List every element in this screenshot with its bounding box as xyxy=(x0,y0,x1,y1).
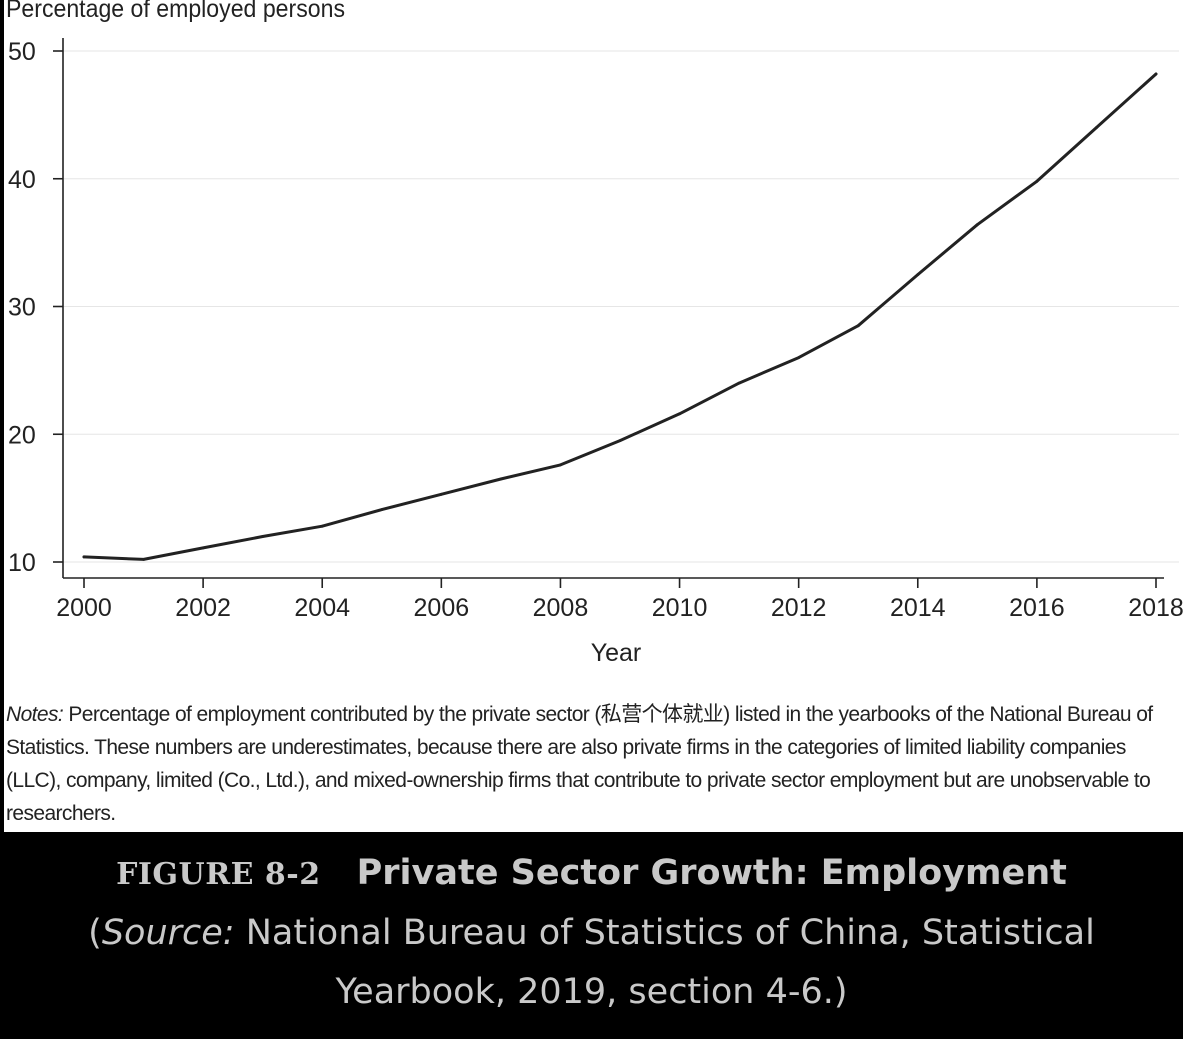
data-point xyxy=(737,381,741,385)
chart-notes: Notes: Percentage of employment contribu… xyxy=(6,698,1176,830)
data-point xyxy=(439,492,443,496)
data-point xyxy=(678,412,681,416)
gridlines xyxy=(63,50,1179,563)
data-point xyxy=(856,324,860,328)
y-tick-label: 50 xyxy=(8,38,36,66)
axes xyxy=(62,38,1164,579)
x-tick-label: 2018 xyxy=(1128,594,1183,622)
x-tick-label: 2006 xyxy=(414,594,470,622)
notes-label: Notes: xyxy=(6,703,64,726)
source-text-2: Yearbook, 2019, section 4-6.) xyxy=(335,972,848,1012)
data-point xyxy=(916,273,920,276)
data-point xyxy=(499,477,503,481)
data-point xyxy=(618,439,622,442)
series-line xyxy=(82,72,1158,561)
caption-title-line: FIGURE 8-2 Private Sector Growth: Employm… xyxy=(0,844,1183,904)
data-point xyxy=(1095,126,1098,129)
y-tick-label: 20 xyxy=(8,421,36,449)
data-point xyxy=(380,508,384,511)
data-point xyxy=(1035,179,1039,183)
x-ticks: 2000 2002 2004 2006 2008 2010 2012 2014 2016 2018 xyxy=(56,578,1183,622)
figure-label: FIGURE 8-2 xyxy=(116,857,321,892)
data-point xyxy=(1154,72,1158,76)
x-tick-label: 2002 xyxy=(175,594,231,622)
y-tick-label: 30 xyxy=(8,294,36,322)
data-point xyxy=(320,524,324,528)
y-axis-title: Percentage of employed persons xyxy=(6,0,345,23)
y-ticks: 10 20 30 40 50 xyxy=(8,38,63,577)
x-tick-label: 2016 xyxy=(1009,594,1065,622)
source-text: National Bureau of Statistics of China, … xyxy=(234,913,1095,953)
data-point xyxy=(82,555,86,559)
notes-text: Percentage of employment contributed by … xyxy=(6,703,1153,825)
data-point xyxy=(201,546,205,550)
data-point xyxy=(975,223,979,227)
data-point xyxy=(261,535,265,538)
y-tick-label: 10 xyxy=(8,549,36,577)
data-point xyxy=(559,463,562,467)
x-tick-label: 2000 xyxy=(56,594,112,622)
caption-source-line: (Source: National Bureau of Statistics o… xyxy=(0,904,1183,963)
x-tick-label: 2012 xyxy=(771,594,827,622)
source-label: Source: xyxy=(101,913,235,953)
source-open-paren: ( xyxy=(88,913,102,953)
x-axis-title: Year xyxy=(591,639,642,667)
figure-caption: FIGURE 8-2 Private Sector Growth: Employm… xyxy=(0,844,1183,1022)
y-tick-label: 40 xyxy=(8,166,36,194)
data-point xyxy=(797,356,801,359)
figure-panel: 10 20 30 40 50 2000 2002 2004 2006 2008 2010 2012 2… xyxy=(4,0,1183,832)
x-tick-label: 2010 xyxy=(652,594,708,622)
series xyxy=(82,72,1158,561)
data-point xyxy=(142,558,146,561)
x-tick-label: 2008 xyxy=(533,594,589,622)
x-tick-label: 2004 xyxy=(294,594,350,622)
x-tick-label: 2014 xyxy=(890,594,946,622)
figure-title: Private Sector Growth: Employment xyxy=(356,853,1067,893)
caption-source-line-2: Yearbook, 2019, section 4-6.) xyxy=(0,963,1183,1022)
